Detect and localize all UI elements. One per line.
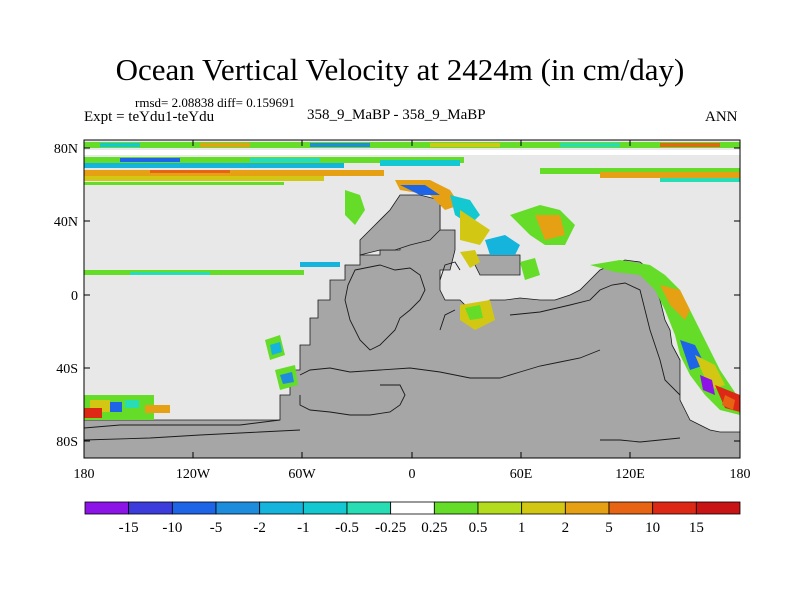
colorbar-label: -0.25 — [375, 520, 406, 536]
colorbar-label: -1 — [297, 520, 310, 536]
colorbar-swatch — [564, 501, 610, 515]
colorbar-swatch — [128, 501, 173, 515]
colorbar-label: 0.25 — [421, 520, 447, 536]
colorbar: -15 -10 -5 -2 -1 -0.5 -0.25 0.25 0.5 1 2 5 10 15 — [84, 501, 741, 536]
colorbar-swatch — [608, 501, 654, 515]
colorbar-swatch — [433, 501, 479, 515]
colorbar-swatch — [171, 501, 217, 515]
x-tick-label: 60E — [510, 467, 533, 482]
x-tick-label: 0 — [409, 467, 416, 482]
colorbar-swatch — [652, 501, 697, 515]
colorbar-swatch — [302, 501, 348, 515]
y-tick-label: 40S — [56, 362, 78, 377]
map-plot — [83, 139, 741, 459]
continent-north — [359, 194, 441, 256]
x-tick-label: 120W — [176, 467, 211, 482]
continent-main — [83, 199, 741, 459]
experiment-label: Expt = teYdu1-teYdu — [84, 109, 215, 125]
colorbar-label: 10 — [645, 520, 660, 536]
colorbar-label: -2 — [253, 520, 266, 536]
y-tick-labels: 80N 40N 0 40S 80S — [54, 142, 78, 450]
stats-label: rmsd= 2.08838 diff= 0.159691 — [135, 95, 295, 110]
axis-ticks — [84, 140, 740, 458]
inner-contours — [83, 261, 681, 443]
y-tick-label: 40N — [54, 215, 78, 230]
map-title: Ocean Vertical Velocity at 2424m (in cm/… — [115, 52, 685, 87]
colorbar-label: 15 — [689, 520, 704, 536]
x-tick-label: 180 — [74, 467, 95, 482]
colorbar-label: 2 — [562, 520, 570, 536]
x-tick-label: 120E — [615, 467, 645, 482]
x-tick-label: 60W — [288, 467, 316, 482]
colorbar-label: -5 — [210, 520, 223, 536]
land-masses — [83, 194, 741, 459]
colorbar-swatch — [346, 501, 392, 515]
colorbar-swatch — [390, 501, 435, 515]
y-tick-label: 0 — [71, 289, 78, 304]
colorbar-label: -15 — [119, 520, 139, 536]
colorbar-label: 1 — [518, 520, 526, 536]
colorbar-label: 0.5 — [469, 520, 488, 536]
y-tick-label: 80S — [56, 435, 78, 450]
runs-label: 358_9_MaBP - 358_9_MaBP — [307, 107, 486, 123]
colorbar-label: -0.5 — [335, 520, 359, 536]
colorbar-label: -10 — [162, 520, 182, 536]
y-tick-label: 80N — [54, 142, 78, 157]
colorbar-label: 5 — [605, 520, 613, 536]
colorbar-swatch — [259, 501, 304, 515]
colorbar-swatch — [695, 501, 741, 515]
colorbar-swatch — [521, 501, 566, 515]
colorbar-swatch — [215, 501, 261, 515]
colorbar-swatch — [84, 501, 130, 515]
x-tick-labels: 180 120W 60W 0 60E 120E 180 — [74, 467, 751, 482]
season-label: ANN — [705, 109, 738, 125]
x-tick-label: 180 — [730, 467, 751, 482]
colorbar-swatch — [477, 501, 523, 515]
